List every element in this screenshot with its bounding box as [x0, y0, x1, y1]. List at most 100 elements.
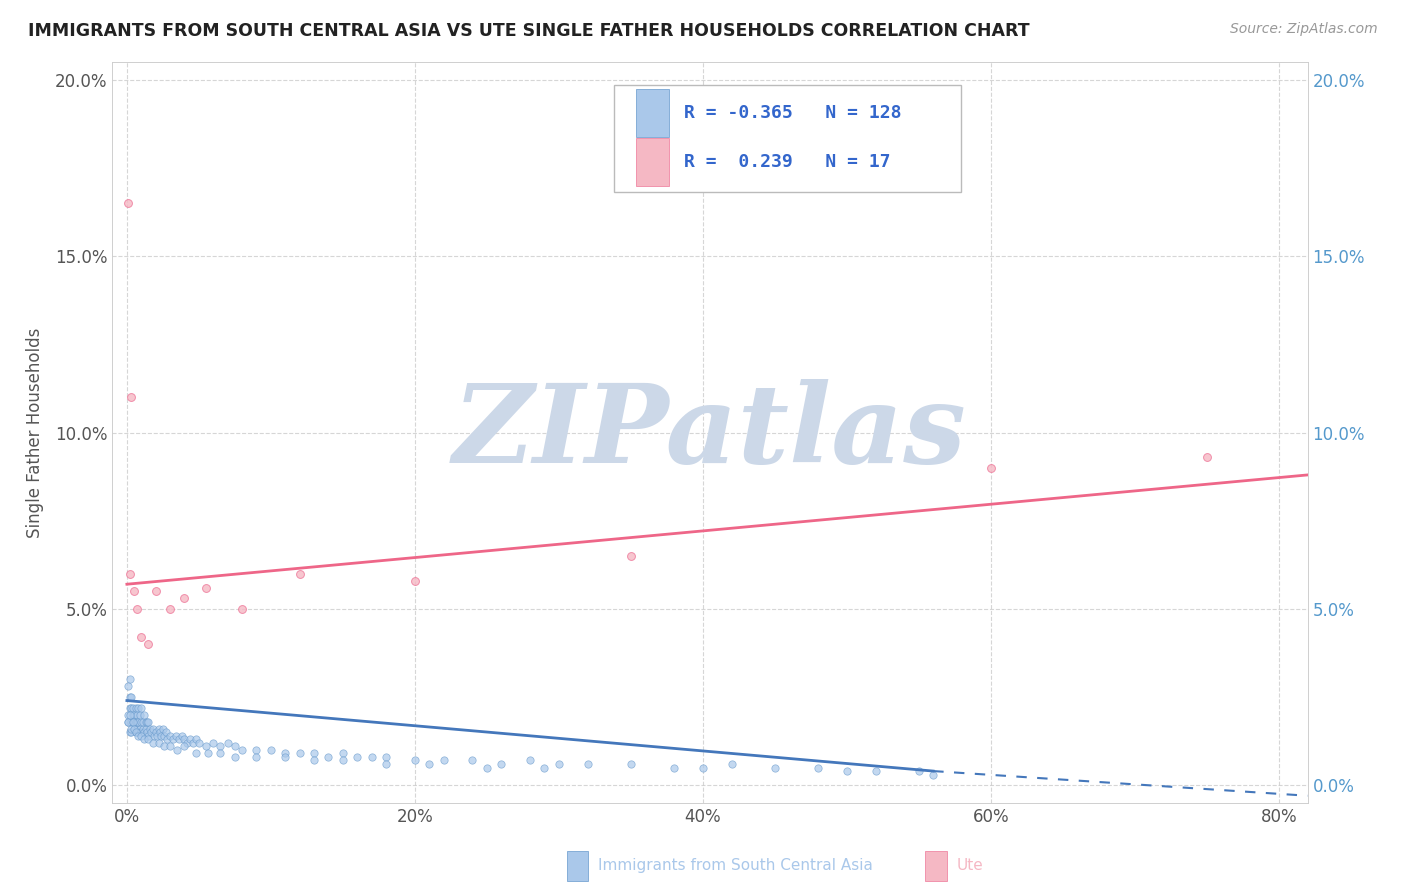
Text: R =  0.239   N = 17: R = 0.239 N = 17	[683, 153, 890, 171]
Point	[138, 729, 160, 743]
Text: Source: ZipAtlas.com: Source: ZipAtlas.com	[1230, 22, 1378, 37]
Point	[547, 757, 569, 772]
Point	[117, 707, 139, 722]
Point	[146, 729, 169, 743]
Text: ZIPatlas: ZIPatlas	[453, 379, 967, 486]
Point	[475, 760, 498, 774]
Bar	[567, 851, 588, 880]
Point	[118, 700, 141, 714]
Point	[120, 690, 142, 704]
Point	[159, 602, 181, 616]
Point	[332, 754, 354, 768]
Point	[274, 747, 297, 761]
Point	[125, 707, 148, 722]
Point	[132, 722, 155, 736]
Point	[288, 747, 311, 761]
Point	[922, 767, 945, 781]
Point	[127, 729, 149, 743]
Point	[173, 591, 195, 606]
Point	[519, 754, 541, 768]
Point	[142, 736, 165, 750]
Point	[980, 461, 1002, 475]
Point	[159, 729, 181, 743]
Point	[274, 750, 297, 764]
Point	[139, 722, 162, 736]
Point	[136, 725, 159, 739]
Point	[433, 754, 456, 768]
Point	[224, 739, 246, 754]
Point	[187, 736, 209, 750]
Point	[138, 732, 160, 747]
Point	[117, 714, 139, 729]
Point	[173, 732, 195, 747]
Point	[138, 637, 160, 651]
Point	[231, 743, 253, 757]
Y-axis label: Single Father Households: Single Father Households	[25, 327, 44, 538]
Point	[202, 736, 225, 750]
Point	[346, 750, 368, 764]
Point	[152, 722, 174, 736]
Point	[122, 722, 145, 736]
Point	[404, 574, 426, 588]
Point	[120, 390, 142, 404]
Point	[124, 700, 146, 714]
Point	[120, 714, 142, 729]
Point	[165, 729, 187, 743]
Point	[865, 764, 887, 778]
Point	[375, 757, 398, 772]
Point	[533, 760, 555, 774]
Point	[138, 714, 160, 729]
Point	[907, 764, 929, 778]
Point	[121, 700, 143, 714]
Point	[150, 729, 173, 743]
Point	[1195, 450, 1218, 465]
Point	[170, 729, 193, 743]
Point	[124, 725, 146, 739]
Point	[302, 747, 325, 761]
Point	[122, 707, 145, 722]
Point	[197, 747, 219, 761]
Point	[142, 722, 165, 736]
Point	[302, 754, 325, 768]
Text: R = -0.365   N = 128: R = -0.365 N = 128	[683, 103, 901, 122]
Point	[117, 680, 139, 694]
Point	[662, 760, 685, 774]
Point	[173, 739, 195, 754]
Point	[153, 729, 176, 743]
Point	[128, 722, 150, 736]
Point	[375, 750, 398, 764]
Point	[576, 757, 599, 772]
Point	[134, 707, 156, 722]
Point	[148, 722, 170, 736]
Point	[129, 630, 152, 644]
Point	[404, 754, 426, 768]
Point	[195, 581, 218, 595]
Point	[135, 722, 157, 736]
Point	[125, 602, 148, 616]
Point	[763, 760, 786, 774]
Point	[118, 566, 141, 581]
Point	[245, 743, 267, 757]
Point	[143, 729, 166, 743]
Point	[217, 736, 239, 750]
Point	[125, 722, 148, 736]
Bar	[925, 851, 946, 880]
Point	[118, 725, 141, 739]
Point	[181, 736, 204, 750]
Point	[184, 747, 207, 761]
Point	[132, 714, 155, 729]
Point	[179, 732, 201, 747]
Point	[224, 750, 246, 764]
Point	[124, 725, 146, 739]
Point	[835, 764, 858, 778]
Point	[125, 714, 148, 729]
Point	[117, 196, 139, 211]
Point	[121, 714, 143, 729]
Point	[209, 739, 232, 754]
Point	[122, 714, 145, 729]
Point	[209, 747, 232, 761]
Point	[148, 736, 170, 750]
Point	[620, 549, 643, 563]
Point	[134, 725, 156, 739]
Point	[117, 714, 139, 729]
